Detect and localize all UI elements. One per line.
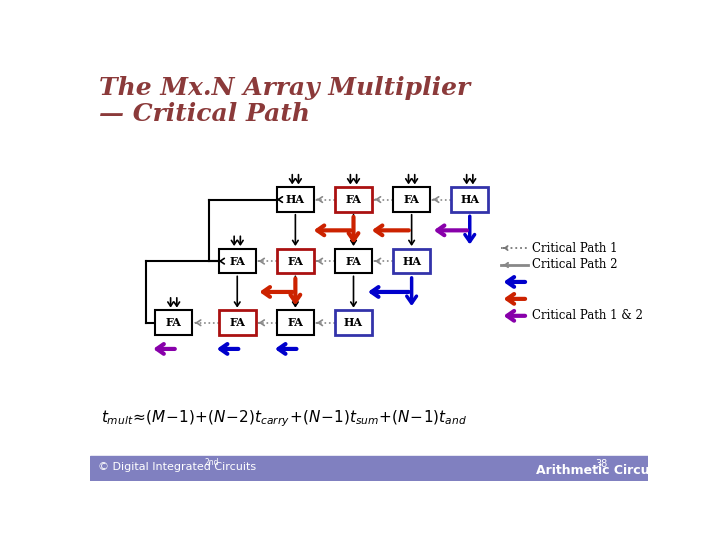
Text: Critical Path 1: Critical Path 1 bbox=[532, 241, 617, 254]
Text: Critical Path 2: Critical Path 2 bbox=[532, 259, 617, 272]
Text: FA: FA bbox=[166, 317, 181, 328]
Bar bbox=[276, 187, 314, 212]
Bar bbox=[219, 310, 256, 335]
Text: FA: FA bbox=[229, 255, 246, 267]
Bar bbox=[155, 310, 192, 335]
Text: HA: HA bbox=[402, 255, 421, 267]
Bar bbox=[335, 310, 372, 335]
Bar bbox=[90, 456, 648, 481]
Bar bbox=[335, 187, 372, 212]
Text: 38: 38 bbox=[595, 460, 608, 469]
Text: 2nd: 2nd bbox=[204, 457, 219, 467]
Bar bbox=[451, 187, 488, 212]
Bar bbox=[335, 249, 372, 273]
Bar bbox=[276, 310, 314, 335]
Text: — Critical Path: — Critical Path bbox=[99, 102, 310, 126]
Bar bbox=[393, 249, 431, 273]
Text: Critical Path 1 & 2: Critical Path 1 & 2 bbox=[532, 309, 643, 322]
Text: FA: FA bbox=[346, 255, 361, 267]
Bar bbox=[219, 249, 256, 273]
Text: HA: HA bbox=[460, 194, 480, 205]
Bar bbox=[393, 187, 431, 212]
Text: FA: FA bbox=[287, 255, 303, 267]
Text: Arithmetic Circuits: Arithmetic Circuits bbox=[536, 464, 667, 477]
Text: FA: FA bbox=[346, 194, 361, 205]
Text: HA: HA bbox=[344, 317, 363, 328]
Bar bbox=[276, 249, 314, 273]
Text: FA: FA bbox=[404, 194, 420, 205]
Text: The Mx.N Array Multiplier: The Mx.N Array Multiplier bbox=[99, 76, 470, 99]
Text: $t_{mult}\!\approx\!(M\!-\!1)\!+\!(N\!-\!2)t_{carry}\!+\!(N\!-\!1)t_{sum}\!+\!(N: $t_{mult}\!\approx\!(M\!-\!1)\!+\!(N\!-\… bbox=[101, 409, 467, 429]
Text: FA: FA bbox=[229, 317, 246, 328]
Text: © Digital Integrated Circuits: © Digital Integrated Circuits bbox=[98, 462, 256, 472]
Text: HA: HA bbox=[286, 194, 305, 205]
Text: FA: FA bbox=[287, 317, 303, 328]
